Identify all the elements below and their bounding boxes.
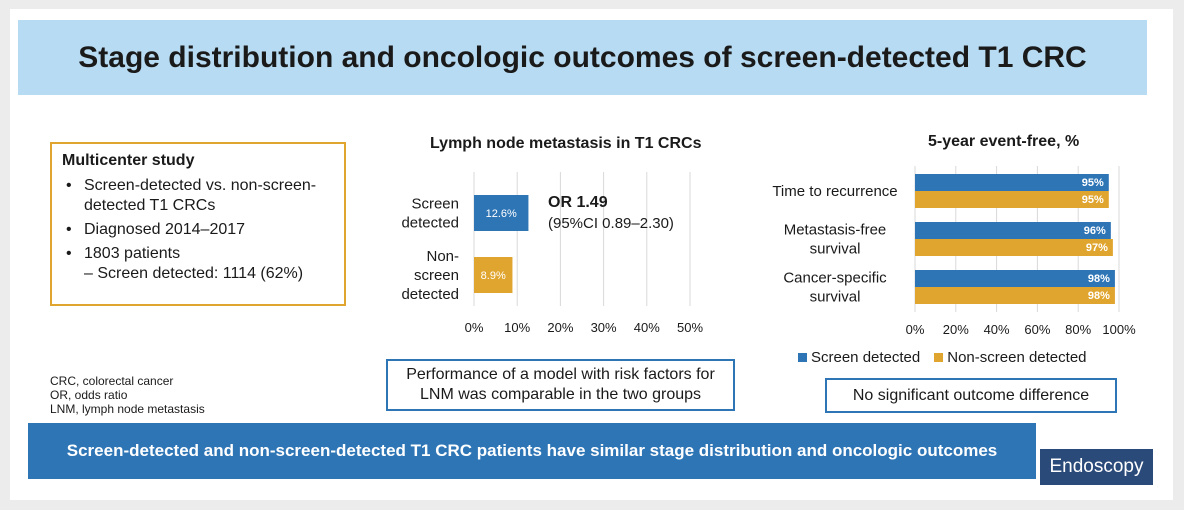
efs-bar: [915, 287, 1115, 304]
efs-bar-data-label: 98%: [1088, 273, 1110, 285]
legend-item-screen: Screen detected: [798, 349, 920, 366]
legend-swatch-non-screen: [934, 353, 944, 362]
efs-chart-title: 5-year event-free, %: [928, 133, 1080, 150]
lnm-bar-data-label: 8.9%: [481, 270, 506, 282]
study-summary-box: Multicenter study Screen-detected vs. no…: [50, 142, 346, 306]
study-bullet: 1803 patients – Screen detected: 1114 (6…: [62, 244, 334, 284]
model-note-box: Performance of a model with risk factors…: [386, 359, 735, 411]
lnm-bar: [474, 257, 513, 293]
study-bullet: Diagnosed 2014–2017: [62, 220, 334, 240]
abbreviation-list: CRC, colorectal cancer OR, odds ratio LN…: [50, 374, 205, 416]
study-heading: Multicenter study: [62, 152, 195, 169]
efs-bar-data-label: 96%: [1084, 225, 1106, 237]
lnm-bar-data-label: 12.6%: [486, 208, 517, 220]
journal-logo: Endoscopy: [1040, 449, 1153, 485]
lnm-chart-title: Lymph node metastasis in T1 CRCs: [430, 135, 702, 152]
study-bullet-list: Screen-detected vs. non-screen-detected …: [62, 176, 334, 284]
lnm-x-tick-label: 10%: [504, 320, 530, 335]
efs-bar-data-label: 97%: [1086, 242, 1108, 254]
model-note-text: Performance of a model with risk factors…: [406, 366, 715, 403]
efs-x-tick-label: 20%: [943, 322, 969, 337]
lnm-category-label: Non-: [426, 248, 459, 265]
lnm-x-tick-label: 50%: [677, 320, 703, 335]
legend-label-non-screen: Non-screen detected: [947, 349, 1087, 366]
efs-x-tick-label: 100%: [1102, 322, 1136, 337]
conclusion-banner: Screen-detected and non-screen-detected …: [28, 423, 1036, 479]
efs-bar-data-label: 95%: [1082, 177, 1104, 189]
efs-bar: [915, 174, 1109, 191]
outcome-note-box: No significant outcome difference: [825, 378, 1117, 413]
efs-x-tick-label: 40%: [984, 322, 1010, 337]
efs-category-label: Metastasis-free: [784, 222, 887, 239]
efs-bar: [915, 270, 1115, 287]
lnm-x-tick-label: 30%: [591, 320, 617, 335]
efs-x-tick-label: 80%: [1065, 322, 1091, 337]
title-banner: Stage distribution and oncologic outcome…: [18, 20, 1147, 95]
study-bullet: Screen-detected vs. non-screen-detected …: [62, 176, 334, 216]
lnm-x-tick-label: 40%: [634, 320, 660, 335]
abbreviation: CRC, colorectal cancer: [50, 374, 174, 388]
efs-bar: [915, 222, 1111, 239]
abbreviation: OR, odds ratio: [50, 388, 128, 402]
efs-bar: [915, 239, 1113, 256]
conclusion-text: Screen-detected and non-screen-detected …: [66, 441, 998, 460]
efs-category-label: Time to recurrence: [772, 183, 897, 200]
efs-chart: 0% 20% 40% 60% 80% 100% 95% 95% Time to recurren…: [772, 166, 1136, 337]
lnm-category-label: Screen: [411, 196, 459, 213]
outcome-note-text: No significant outcome difference: [852, 386, 1090, 404]
journal-logo-text: Endoscopy: [1049, 456, 1144, 477]
efs-category-label: survival: [810, 241, 861, 258]
efs-bar: [915, 191, 1109, 208]
lnm-category-label: detected: [401, 215, 459, 232]
efs-bar-data-label: 98%: [1088, 290, 1110, 302]
study-sub-bullet: – Screen detected: 1114 (62%): [84, 265, 304, 282]
legend-item-non-screen: Non-screen detected: [934, 349, 1087, 366]
page-title: Stage distribution and oncologic outcome…: [78, 40, 1087, 74]
lnm-chart: 0% 10% 20% 30% 40% 50% 12.6% Screen detected 8.9%…: [401, 172, 703, 335]
lnm-ci-annotation: (95%CI 0.89–2.30): [548, 215, 674, 232]
study-bullet-text: 1803 patients: [84, 245, 181, 262]
efs-category-label: survival: [810, 289, 861, 306]
efs-legend: Screen detected Non-screen detected: [798, 349, 1087, 366]
efs-category-label: Cancer-specific: [783, 270, 887, 287]
abbreviation: LNM, lymph node metastasis: [50, 402, 205, 416]
efs-x-tick-label: 0%: [906, 322, 925, 337]
lnm-category-label: screen: [414, 267, 459, 284]
lnm-or-annotation: OR 1.49: [548, 194, 608, 211]
legend-swatch-screen: [798, 353, 807, 362]
efs-x-tick-label: 60%: [1024, 322, 1050, 337]
lnm-x-tick-label: 20%: [547, 320, 573, 335]
legend-label-screen: Screen detected: [811, 349, 921, 366]
lnm-x-tick-label: 0%: [465, 320, 484, 335]
efs-bar-data-label: 95%: [1082, 194, 1104, 206]
lnm-category-label: detected: [401, 286, 459, 303]
lnm-bar: [474, 195, 529, 231]
